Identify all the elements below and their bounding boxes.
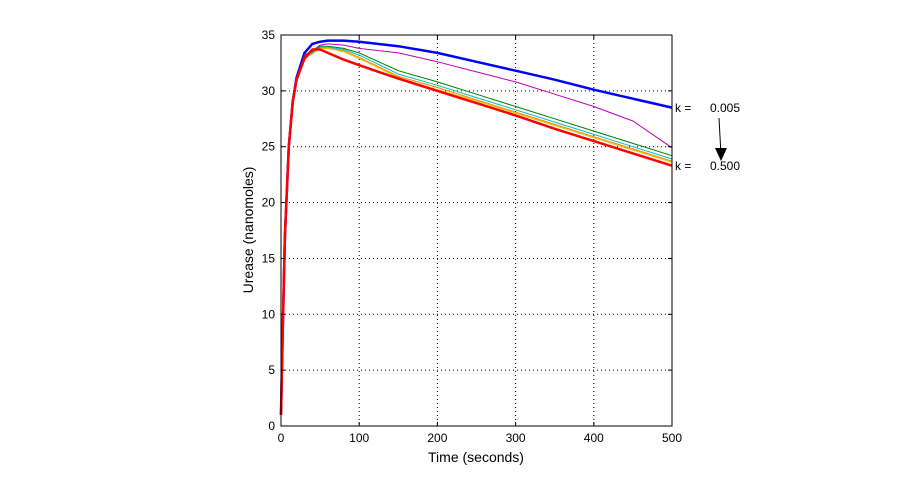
tick-marks: 0 100 200 300 400 500 0 5 10 15 20 25 30 35 [262,28,683,445]
k-label-top: k = [675,101,691,115]
y-tick-label: 30 [262,84,276,98]
k-value-bottom: 0.500 [710,159,740,173]
x-tick-label: 300 [506,431,526,445]
x-tick-label: 0 [278,431,285,445]
y-tick-label: 5 [268,363,275,377]
y-tick-label: 0 [268,419,275,433]
series-line-k-0-500 [279,48,673,415]
x-tick-label: 200 [427,431,447,445]
axes-box [280,34,673,427]
y-tick-label: 35 [262,28,276,42]
y-tick-label: 20 [262,196,276,210]
x-tick-label: 400 [584,431,604,445]
k-label-bottom: k = [675,159,691,173]
x-tick-label: 500 [662,431,682,445]
k-value-top: 0.005 [710,101,740,115]
y-tick-label: 15 [262,251,276,265]
y-tick-label: 10 [262,307,276,321]
x-tick-label: 100 [349,431,369,445]
arrow-down-icon [715,117,727,161]
series-lines [279,39,673,415]
x-axis-label: Time (seconds) [428,449,524,465]
y-axis-label: Urease (nanomoles) [240,167,256,294]
y-tick-label: 25 [262,140,276,154]
